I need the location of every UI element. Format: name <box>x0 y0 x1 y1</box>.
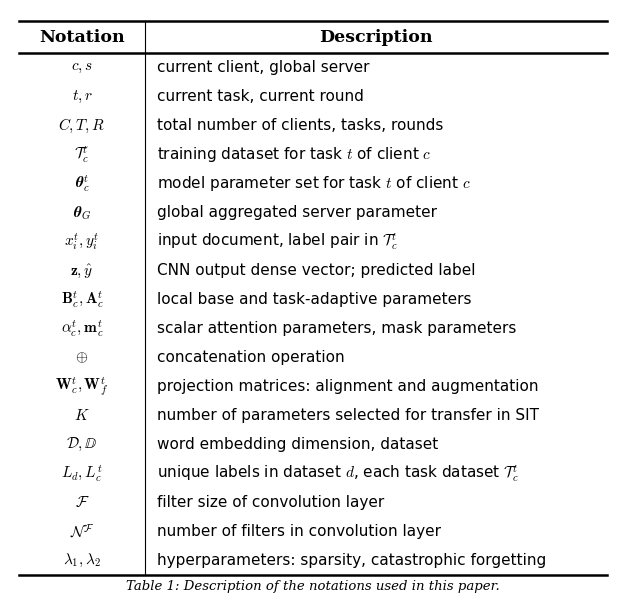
Text: number of filters in convolution layer: number of filters in convolution layer <box>156 524 441 539</box>
Text: projection matrices: alignment and augmentation: projection matrices: alignment and augme… <box>156 379 538 394</box>
Text: $\mathbf{B}_c^t, \mathbf{A}_c^t$: $\mathbf{B}_c^t, \mathbf{A}_c^t$ <box>61 289 103 310</box>
Text: $t, r$: $t, r$ <box>71 89 93 105</box>
Text: $C, T, R$: $C, T, R$ <box>58 117 106 135</box>
Text: training dataset for task $t$ of client $c$: training dataset for task $t$ of client … <box>156 146 431 165</box>
Text: concatenation operation: concatenation operation <box>156 350 344 365</box>
Text: word embedding dimension, dataset: word embedding dimension, dataset <box>156 438 438 452</box>
Text: $\mathbf{W}_c^t, \mathbf{W}_f^t$: $\mathbf{W}_c^t, \mathbf{W}_f^t$ <box>55 376 109 398</box>
Text: current client, global server: current client, global server <box>156 61 369 75</box>
Text: $\mathcal{D}, \mathbb{D}$: $\mathcal{D}, \mathbb{D}$ <box>66 436 98 453</box>
Text: $\boldsymbol{\theta}_c^t$: $\boldsymbol{\theta}_c^t$ <box>74 174 90 194</box>
Text: hyperparameters: sparsity, catastrophic forgetting: hyperparameters: sparsity, catastrophic … <box>156 553 546 569</box>
Text: $\mathcal{N}^{\mathcal{F}}$: $\mathcal{N}^{\mathcal{F}}$ <box>69 523 95 540</box>
Text: total number of clients, tasks, rounds: total number of clients, tasks, rounds <box>156 119 443 133</box>
Text: $x_i^t, y_i^t$: $x_i^t, y_i^t$ <box>64 231 100 252</box>
Text: Table 1: Description of the notations used in this paper.: Table 1: Description of the notations us… <box>126 580 500 593</box>
Text: $c, s$: $c, s$ <box>71 61 93 75</box>
Text: unique labels in dataset $d$, each task dataset $\mathcal{T}_c^t$: unique labels in dataset $d$, each task … <box>156 463 519 484</box>
Text: $\lambda_1, \lambda_2$: $\lambda_1, \lambda_2$ <box>63 552 101 569</box>
Text: $\mathcal{T}_c^t$: $\mathcal{T}_c^t$ <box>74 144 90 165</box>
Text: $\alpha_c^t, \mathbf{m}_c^t$: $\alpha_c^t, \mathbf{m}_c^t$ <box>61 319 103 339</box>
Text: $\mathcal{F}$: $\mathcal{F}$ <box>74 495 90 510</box>
Text: $\boldsymbol{\theta}_G$: $\boldsymbol{\theta}_G$ <box>73 204 91 222</box>
Text: scalar attention parameters, mask parameters: scalar attention parameters, mask parame… <box>156 321 516 337</box>
Text: CNN output dense vector; predicted label: CNN output dense vector; predicted label <box>156 263 475 278</box>
Text: Notation: Notation <box>39 29 125 46</box>
Text: current task, current round: current task, current round <box>156 89 364 105</box>
Text: input document, label pair in $\mathcal{T}_c^t$: input document, label pair in $\mathcal{… <box>156 231 398 252</box>
Text: $K$: $K$ <box>74 408 90 424</box>
Text: model parameter set for task $t$ of client $c$: model parameter set for task $t$ of clie… <box>156 174 470 193</box>
Text: local base and task-adaptive parameters: local base and task-adaptive parameters <box>156 293 471 307</box>
Text: $\oplus$: $\oplus$ <box>76 350 89 365</box>
Text: number of parameters selected for transfer in SIT: number of parameters selected for transf… <box>156 408 538 424</box>
Text: $\mathbf{z}, \hat{y}$: $\mathbf{z}, \hat{y}$ <box>71 262 94 280</box>
Text: $L_d, L_c^t$: $L_d, L_c^t$ <box>61 463 103 484</box>
Text: global aggregated server parameter: global aggregated server parameter <box>156 206 436 220</box>
Text: Description: Description <box>319 29 433 46</box>
Text: filter size of convolution layer: filter size of convolution layer <box>156 495 384 510</box>
